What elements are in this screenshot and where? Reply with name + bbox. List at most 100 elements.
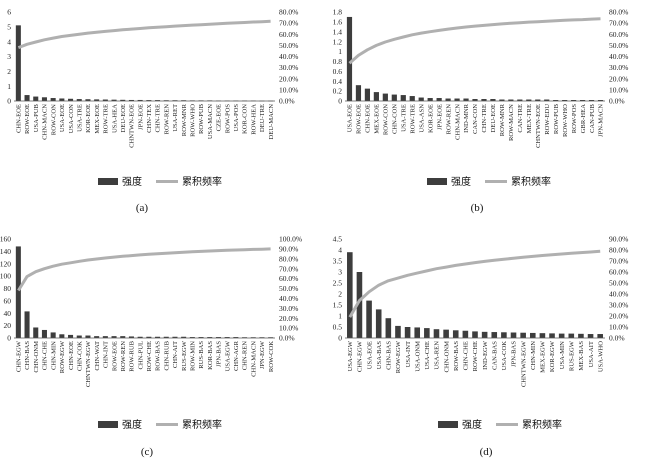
bar-CHN-EGW [356,272,363,338]
x-tick-label: KOR-CON [242,104,249,134]
bar-MEX-TRE [526,99,532,101]
bar-ROW-EOE [355,85,362,101]
x-tick-label: USA-PUB [33,103,40,132]
y-tick-label: 0 [338,97,342,106]
x-tick-label: ROW-EGW [395,340,402,373]
y-tick-label: 2.5 [333,279,343,288]
x-tick-label: CHN-CON [392,104,399,134]
bar-CAN-CON [472,99,478,101]
x-tick-label: ROW-REN [120,341,127,372]
bar-USA-CHE [424,328,430,338]
bar-JPN-BAS [510,332,517,338]
y2-tick-label: 40.0% [609,290,628,299]
bar-CHNTWN-EGW [85,335,91,338]
x-tick-label: ROW-CON [383,104,390,135]
y2-tick-label: 10.0% [609,323,628,332]
x-tick-label: ROW-MIN [190,341,197,371]
y-tick-label: 160 [0,235,11,244]
legend-bar-label: 强度 [462,418,482,431]
bar-USA-TRE [400,95,406,101]
bar-CHNTWN-EGW [520,332,526,338]
bar-CHN-MIN [529,332,536,338]
x-tick-label: KOR-BAS [207,341,214,370]
x-tick-label: CHN-MIN [530,341,537,370]
x-tick-label: CHN-MACN [454,104,461,140]
bar-CHN-BAS [385,318,392,338]
y2-tick-label: 80.0% [279,254,298,263]
y-tick-label: 0.4 [333,77,343,86]
bar-JPN-BAS [215,337,221,338]
bar-ROW-WHO [562,100,568,101]
x-tick-label: CHNTWN-EGW [520,340,527,387]
bar-CHN-CON [391,94,397,101]
legend-bar-label: 强度 [122,175,142,188]
x-tick-label: CHNTWN-EGW [85,340,92,387]
y2-tick-label: 70.0% [279,264,298,273]
x-tick-label: CHN-CHE [463,341,470,370]
y2-tick-label: 20.0% [609,74,628,83]
x-tick-label: IND-EGW [482,340,489,370]
bar-CHN-CHE [41,329,47,338]
x-tick-label: JPN-EOE [436,104,443,130]
chart-panel-1: 01234560.0%10.0%20.0%30.0%40.0%50.0%60.0… [7,8,298,214]
bar-KOR-EOE [85,99,91,101]
x-tick-label: CHN-AGR [233,340,240,371]
y2-tick-label: 40.0% [279,294,298,303]
x-tick-label: CAN-CON [472,104,479,134]
bar-CHN-EOE [15,25,21,102]
x-tick-label: CHNTWN-EOE [535,104,542,148]
x-tick-label: USA-HEA [111,104,118,133]
bar-ROW-MNR [499,99,505,101]
x-tick-label: USA-REN [434,341,441,370]
y2-tick-label: 30.0% [279,63,298,72]
x-tick-label: JPN-BAS [511,341,518,367]
bar-RUS-BAS [198,337,204,338]
y-tick-label: 4 [7,37,11,46]
y-tick-label: 0.5 [333,323,343,332]
y2-tick-label: 50.0% [609,279,628,288]
x-tick-label: USA-MACN [207,104,214,139]
x-tick-label: ROW-EDU [544,104,551,135]
y-tick-label: 140 [0,247,11,256]
x-tick-label: MEX-EGW [540,340,547,373]
x-tick-label: MEX-TRE [526,104,533,133]
x-tick-label: MEX-EOE [374,104,381,134]
bar-MEX-BAS [578,333,584,338]
x-tick-label: CAN-PUB [589,103,596,133]
y-tick-label: 1.5 [333,301,343,310]
bar-CHN-MIN [50,332,56,338]
bar-CHN-TRE [155,100,161,101]
x-tick-label: USA-CON [68,104,75,134]
y-tick-label: 0 [7,334,11,343]
bar-CHN-ONM [33,327,39,338]
x-tick-label: DEU-TRE [259,104,266,132]
cumulative-frequency-line [17,19,271,50]
y-tick-label: 3.5 [333,257,343,266]
bar-ROW-EOE [24,95,30,101]
chart-panel-4: 0 0.5 1 1.5 2 2.5 3 3.5 4 4.5 0.0% 10.0% 20.0% 30.0% 4… [333,235,629,458]
x-tick-label: ROW-REN [163,104,170,135]
x-tick-label: KOR-EOE [85,104,92,133]
y2-tick-label: 0.0% [609,97,625,106]
bar-CHN-EOE [68,334,74,338]
y2-tick-label: 70.0% [279,19,298,28]
y2-tick-label: 80.0% [609,8,628,17]
bar-ROW-PUB [553,100,559,101]
legend-bar-swatch [98,421,118,428]
bar-ROW-BAS [155,336,161,338]
bar-JPN-EOE [436,98,442,101]
y-tick-label: 4.5 [333,235,343,244]
chart-panel-3: 0 20 40 60 80 100 120 140 160 0.0%10.0%20.0%30.0%… [0,235,302,458]
panel-label: (c) [141,446,154,458]
bar-USA-BAS [375,309,382,338]
bar-CHN-COK [76,335,82,338]
y-tick-label: 1.2 [333,37,343,46]
bar-USA-INT [404,327,411,338]
y-tick-label: 3 [338,268,342,277]
y2-tick-label: 0.0% [609,334,625,343]
bar-USA-MIN [558,333,565,338]
bar-CHN-AIT [172,336,178,338]
y2-tick-label: 30.0% [279,304,298,313]
x-tick-label: GBR-HEA [580,104,587,134]
x-tick-label: JPN-EGW [259,340,266,369]
